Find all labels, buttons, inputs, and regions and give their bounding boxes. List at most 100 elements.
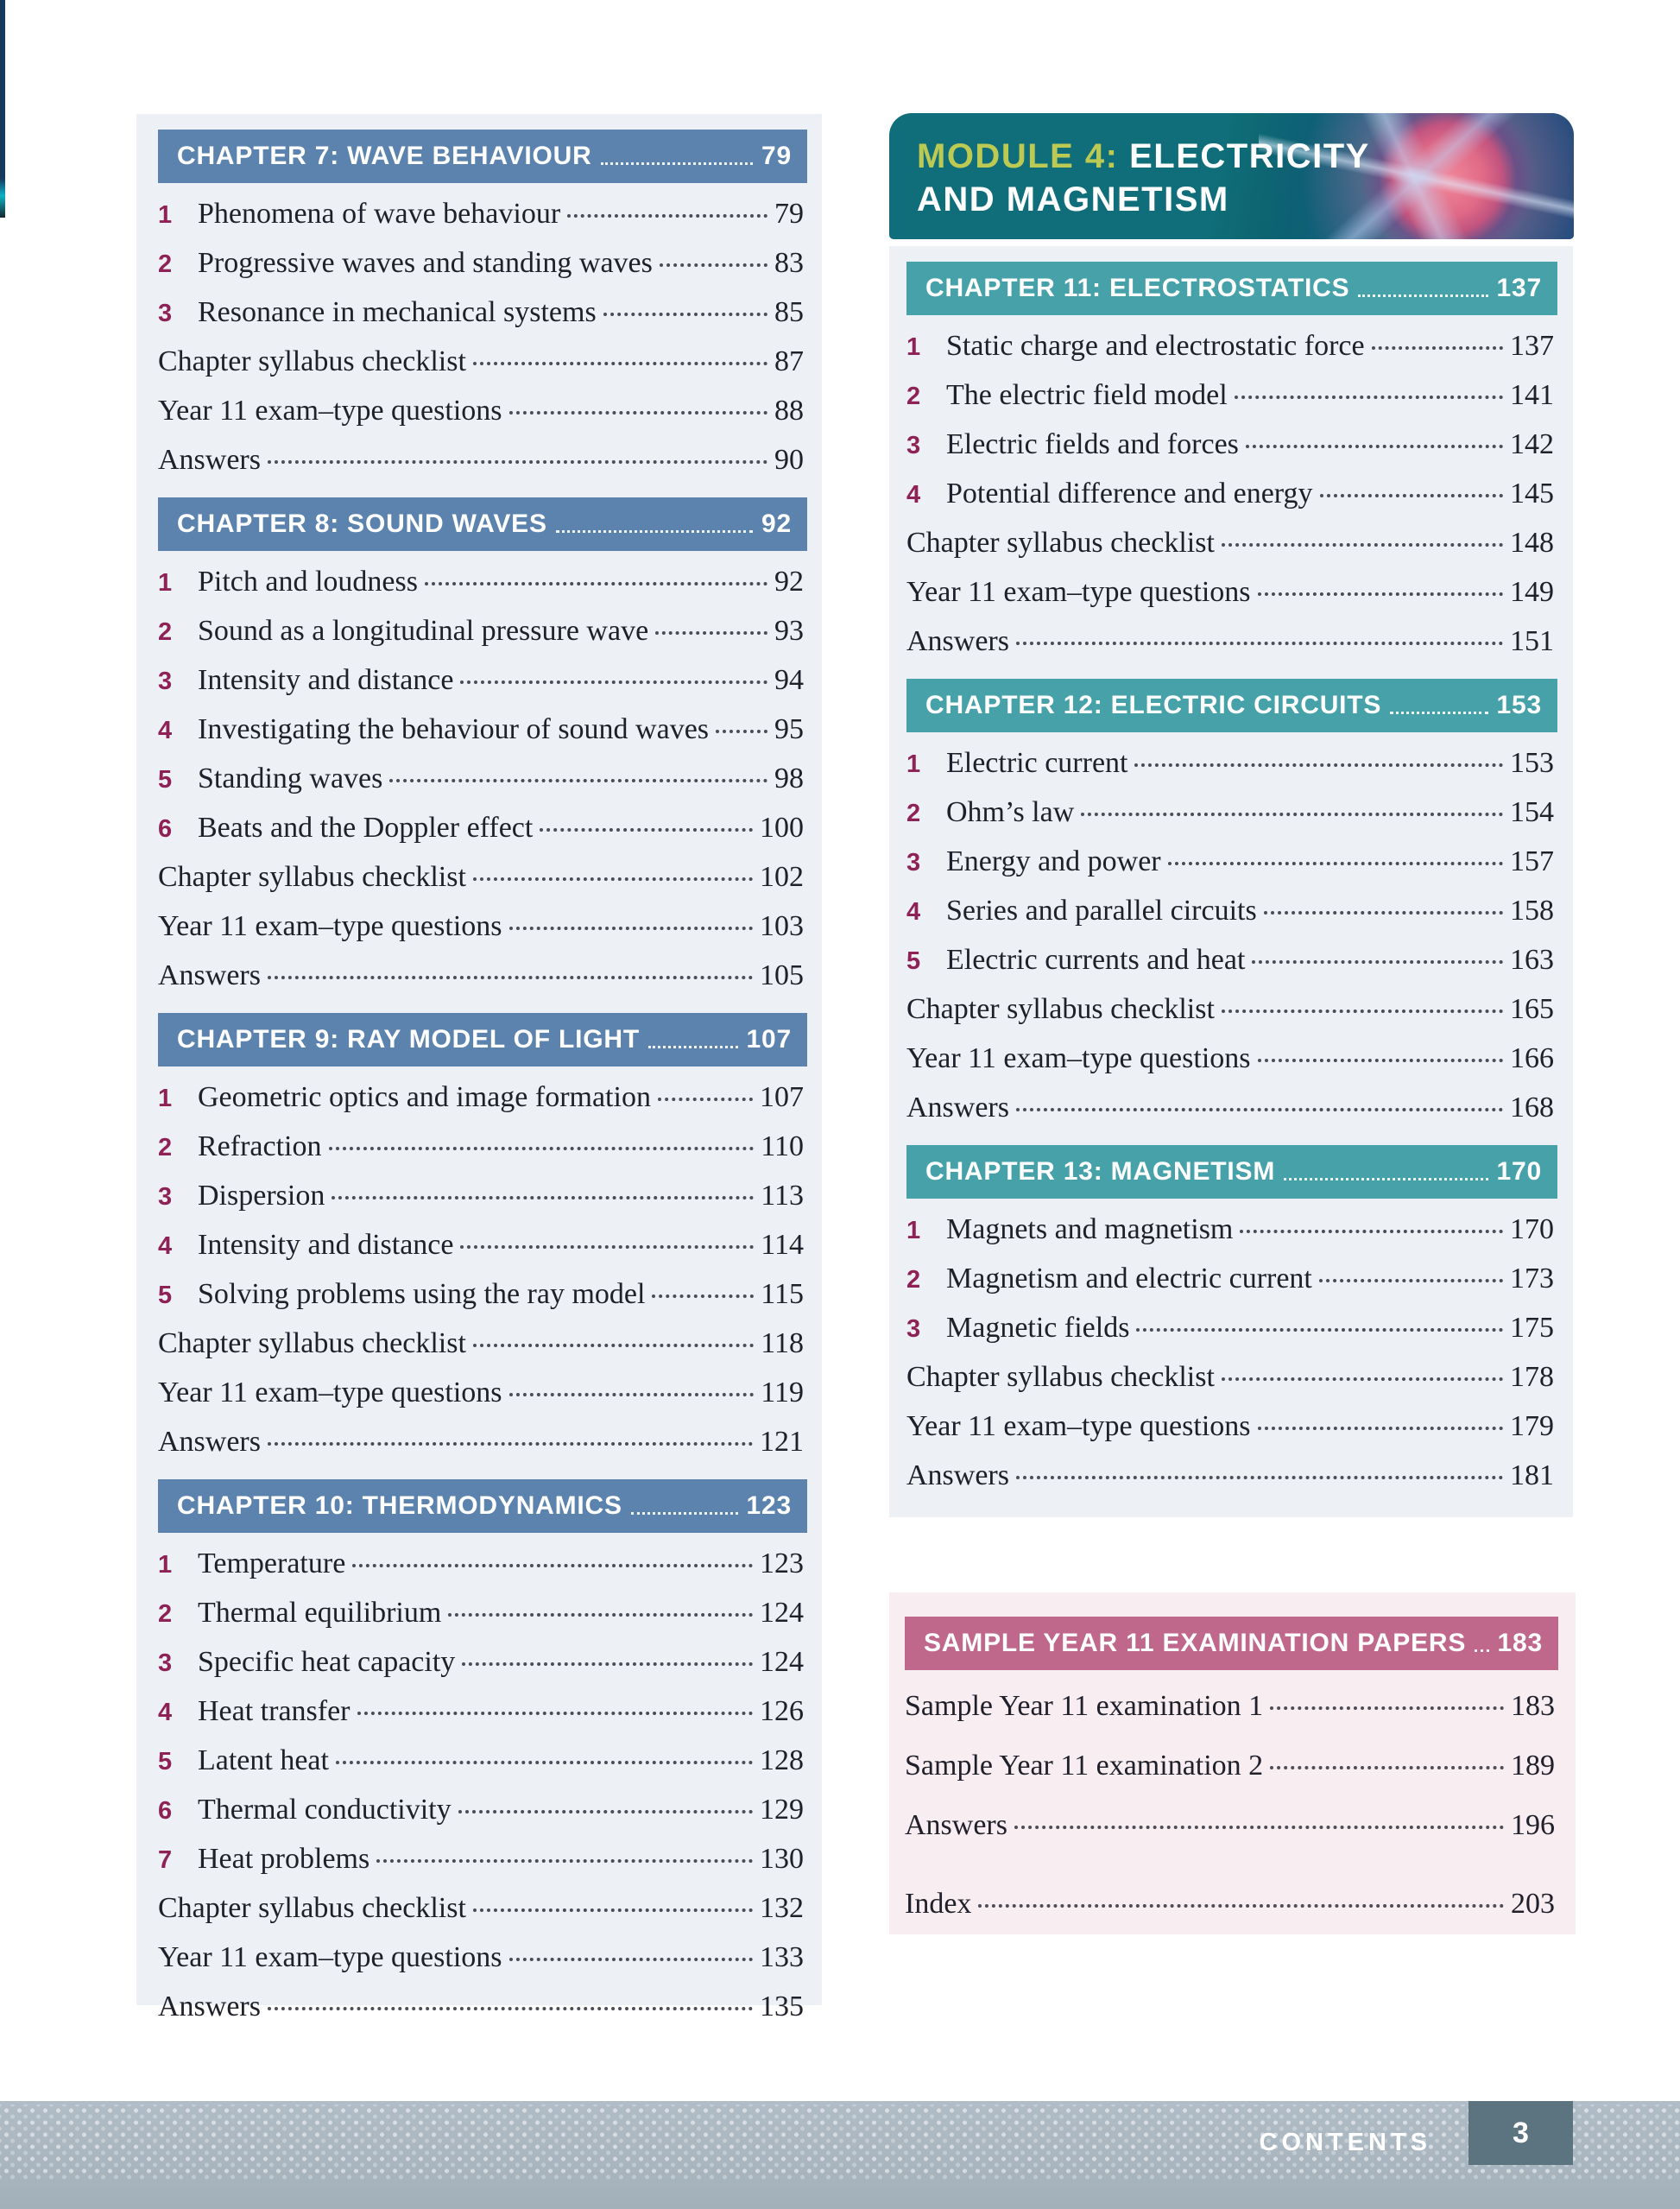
toc-entry[interactable]: Chapter syllabus checklist 165: [906, 985, 1557, 1035]
toc-entry[interactable]: 1 Pitch and loudness 92: [158, 558, 807, 607]
chapter-heading-bar[interactable]: SAMPLE YEAR 11 EXAMINATION PAPERS 183: [905, 1617, 1558, 1670]
toc-entry[interactable]: Chapter syllabus checklist 148: [906, 519, 1557, 568]
toc-entry[interactable]: 4 Heat transfer 126: [158, 1687, 807, 1737]
toc-entry[interactable]: Year 11 exam–type questions 179: [906, 1402, 1557, 1452]
toc-entry[interactable]: Answers 135: [158, 1983, 807, 2032]
toc-entry[interactable]: Answers 181: [906, 1452, 1557, 1501]
toc-entry[interactable]: 6 Thermal conductivity 129: [158, 1786, 807, 1835]
entry-page-number: 165: [1510, 993, 1554, 1025]
toc-entry[interactable]: Answers 121: [158, 1418, 807, 1467]
dot-leader: [648, 1045, 738, 1048]
entry-number: 1: [906, 750, 921, 778]
entry-title: Thermal conductivity: [198, 1794, 452, 1826]
toc-entry[interactable]: Answers 196: [905, 1796, 1558, 1856]
dot-leader: [508, 411, 767, 415]
entry-page-number: 151: [1510, 625, 1554, 657]
toc-entry[interactable]: Chapter syllabus checklist 102: [158, 853, 807, 902]
entry-page-number: 124: [760, 1646, 804, 1678]
chapter-heading-bar[interactable]: CHAPTER 11: ELECTROSTATICS 137: [906, 262, 1557, 315]
sample-papers-panel: SAMPLE YEAR 11 EXAMINATION PAPERS 183 Samp…: [889, 1592, 1576, 1934]
entry-page-number: 98: [774, 763, 804, 794]
toc-entry[interactable]: Chapter syllabus checklist 118: [158, 1320, 807, 1369]
toc-entry[interactable]: 3 Specific heat capacity 124: [158, 1638, 807, 1687]
entry-title: Heat problems: [198, 1843, 370, 1875]
toc-entry[interactable]: 2 Ohm’s law 154: [906, 788, 1557, 838]
toc-entry[interactable]: Answers 90: [158, 436, 807, 485]
toc-entry[interactable]: 5 Solving problems using the ray model 115: [158, 1270, 807, 1320]
toc-entry[interactable]: 1 Temperature 123: [158, 1540, 807, 1589]
entry-page-number: 183: [1511, 1690, 1555, 1722]
toc-entry[interactable]: 3 Energy and power 157: [906, 838, 1557, 887]
toc-entry[interactable]: 2 Magnetism and electric current 173: [906, 1255, 1557, 1304]
toc-entry[interactable]: Sample Year 11 examination 1 183: [905, 1677, 1558, 1737]
toc-entry[interactable]: Answers 151: [906, 617, 1557, 667]
toc-entry[interactable]: 1 Phenomena of wave behaviour 79: [158, 190, 807, 239]
entry-page-number: 88: [774, 395, 804, 427]
chapter-heading-bar[interactable]: CHAPTER 10: THERMODYNAMICS 123: [158, 1479, 807, 1533]
toc-entry[interactable]: 3 Dispersion 113: [158, 1172, 807, 1221]
chapter-heading-bar[interactable]: CHAPTER 12: ELECTRIC CIRCUITS 153: [906, 679, 1557, 732]
toc-entry[interactable]: 4 Investigating the behaviour of sound wa…: [158, 706, 807, 755]
entry-title: Chapter syllabus checklist: [158, 861, 466, 893]
toc-entry[interactable]: 5 Standing waves 98: [158, 755, 807, 804]
entry-number: 2: [158, 1134, 173, 1161]
toc-entry[interactable]: Sample Year 11 examination 2 189: [905, 1737, 1558, 1796]
entry-page-number: 115: [761, 1278, 804, 1310]
toc-entry[interactable]: 3 Resonance in mechanical systems 85: [158, 288, 807, 338]
toc-entry[interactable]: 1 Geometric optics and image formation 107: [158, 1073, 807, 1123]
entry-number: 3: [906, 849, 921, 877]
toc-entry[interactable]: 4 Potential difference and energy 145: [906, 470, 1557, 519]
toc-entry[interactable]: Chapter syllabus checklist 87: [158, 338, 807, 387]
toc-entry[interactable]: Answers 168: [906, 1084, 1557, 1133]
chapter-heading-bar[interactable]: CHAPTER 7: WAVE BEHAVIOUR 79: [158, 130, 807, 183]
entry-page-number: 129: [760, 1794, 804, 1826]
toc-entry[interactable]: 2 Refraction 110: [158, 1123, 807, 1172]
toc-entry[interactable]: 1 Magnets and magnetism 170: [906, 1206, 1557, 1255]
entry-number: 1: [906, 1217, 921, 1244]
index-entry[interactable]: Index 203: [905, 1875, 1558, 1934]
chapter-heading-page: 107: [746, 1025, 792, 1054]
toc-entry[interactable]: 6 Beats and the Doppler effect 100: [158, 804, 807, 853]
toc-entry[interactable]: 1 Electric current 153: [906, 739, 1557, 788]
toc-entry[interactable]: Chapter syllabus checklist 178: [906, 1353, 1557, 1402]
toc-entry[interactable]: 1 Static charge and electrostatic force 13…: [906, 322, 1557, 371]
entry-title: Year 11 exam–type questions: [906, 1410, 1251, 1442]
toc-entry[interactable]: 3 Magnetic fields 175: [906, 1304, 1557, 1353]
entry-page-number: 123: [760, 1548, 804, 1579]
toc-entry[interactable]: Year 11 exam–type questions 166: [906, 1035, 1557, 1084]
toc-entry[interactable]: Year 11 exam–type questions 103: [158, 902, 807, 952]
toc-entry[interactable]: 2 Progressive waves and standing waves 83: [158, 239, 807, 288]
toc-entry[interactable]: 3 Electric fields and forces 142: [906, 421, 1557, 470]
chapter-heading-bar[interactable]: CHAPTER 13: MAGNETISM 170: [906, 1145, 1557, 1199]
chapter-heading-bar[interactable]: CHAPTER 9: RAY MODEL OF LIGHT 107: [158, 1013, 807, 1067]
dot-leader: [508, 927, 753, 930]
toc-entry[interactable]: Year 11 exam–type questions 119: [158, 1369, 807, 1418]
chapter-heading-title: CHAPTER 13: MAGNETISM: [925, 1157, 1276, 1186]
module-banner-title: MODULE 4: ELECTRICITY AND MAGNETISM: [889, 113, 1574, 221]
entry-page-number: 110: [761, 1130, 804, 1162]
toc-entry[interactable]: 4 Intensity and distance 114: [158, 1221, 807, 1270]
toc-entry[interactable]: 3 Intensity and distance 94: [158, 656, 807, 706]
halftone-dots-pattern: [0, 2105, 1680, 2181]
toc-entry[interactable]: 7 Heat problems 130: [158, 1835, 807, 1884]
entry-number: 3: [906, 1315, 921, 1343]
entry-title: Beats and the Doppler effect: [198, 812, 534, 844]
entry-page-number: 148: [1510, 527, 1554, 559]
toc-entry[interactable]: 2 Sound as a longitudinal pressure wave 93: [158, 607, 807, 656]
entry-number: 3: [158, 1183, 173, 1211]
dot-leader: [1318, 1279, 1503, 1282]
toc-entry[interactable]: 4 Series and parallel circuits 158: [906, 887, 1557, 936]
toc-entry[interactable]: 5 Electric currents and heat 163: [906, 936, 1557, 985]
toc-entry[interactable]: Year 11 exam–type questions 88: [158, 387, 807, 436]
dot-leader: [1270, 1706, 1504, 1710]
chapter-heading-bar[interactable]: CHAPTER 8: SOUND WAVES 92: [158, 497, 807, 551]
toc-entry[interactable]: Year 11 exam–type questions 149: [906, 568, 1557, 617]
toc-entry[interactable]: Answers 105: [158, 952, 807, 1001]
entry-number: 3: [906, 432, 921, 459]
toc-entry[interactable]: 5 Latent heat 128: [158, 1737, 807, 1786]
toc-entry[interactable]: 2 Thermal equilibrium 124: [158, 1589, 807, 1638]
toc-entry[interactable]: 2 The electric field model 141: [906, 371, 1557, 421]
dot-leader: [448, 1613, 753, 1617]
toc-entry[interactable]: Chapter syllabus checklist 132: [158, 1884, 807, 1934]
toc-entry[interactable]: Year 11 exam–type questions 133: [158, 1934, 807, 1983]
